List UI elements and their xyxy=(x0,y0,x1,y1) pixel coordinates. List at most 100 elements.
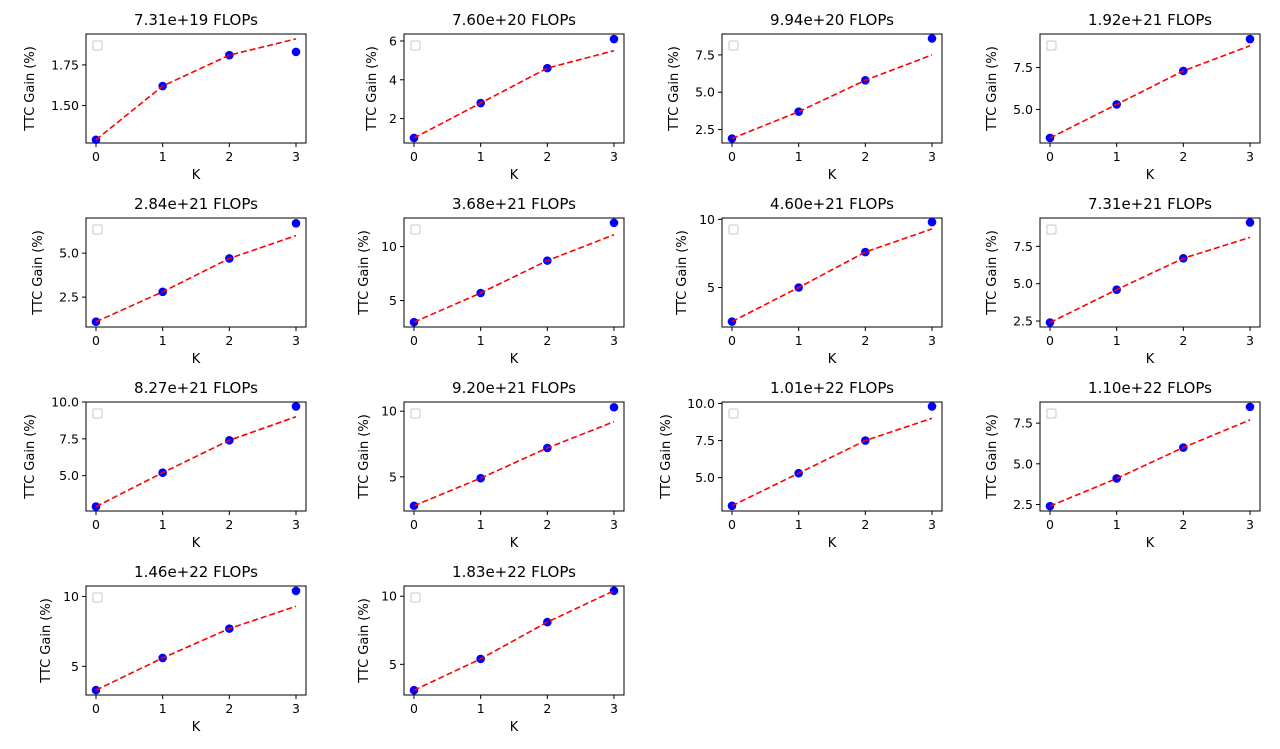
subplot-title: 7.31e+21 FLOPs xyxy=(1088,195,1212,213)
x-tick-label: 3 xyxy=(1246,149,1254,164)
x-tick-label: 0 xyxy=(1046,333,1054,348)
y-tick-label: 1.50 xyxy=(51,98,79,113)
legend-box xyxy=(728,408,739,419)
fit-line xyxy=(95,234,297,323)
fit-line xyxy=(731,54,933,140)
x-tick-label: 0 xyxy=(92,517,100,532)
subplot-title: 7.31e+19 FLOPs xyxy=(134,11,258,29)
x-axis-label: K xyxy=(1146,352,1155,367)
subplot-13: 1.46e+22 FLOPs 0 1 2 3 5 10 K TTC Gain (%) xyxy=(39,563,307,735)
y-axis-label: TTC Gain (%) xyxy=(985,414,1000,500)
legend-box xyxy=(92,224,103,235)
fit-line xyxy=(731,228,933,323)
data-point xyxy=(409,685,419,695)
x-tick-label: 0 xyxy=(410,333,418,348)
y-tick-label: 5.0 xyxy=(1013,456,1033,471)
x-tick-label: 0 xyxy=(92,701,100,716)
y-tick-label: 5.0 xyxy=(1013,276,1033,291)
legend-box xyxy=(728,224,739,235)
x-tick-label: 2 xyxy=(861,149,869,164)
x-tick-label: 2 xyxy=(225,517,233,532)
y-tick-label: 5 xyxy=(389,657,397,672)
y-tick-label: 10 xyxy=(699,212,715,227)
legend-box xyxy=(92,592,103,603)
x-tick-label: 3 xyxy=(610,333,618,348)
plot-frame xyxy=(85,217,307,328)
subplot-title: 9.20e+21 FLOPs xyxy=(452,379,576,397)
x-tick-label: 2 xyxy=(543,333,551,348)
x-tick-label: 0 xyxy=(92,333,100,348)
x-tick-label: 3 xyxy=(292,701,300,716)
data-point xyxy=(291,402,301,411)
data-point xyxy=(609,34,619,44)
y-tick-label: 10 xyxy=(63,589,79,604)
y-axis-label: TTC Gain (%) xyxy=(365,46,380,132)
subplot-title: 3.68e+21 FLOPs xyxy=(452,195,576,213)
fit-line xyxy=(413,233,615,323)
subplot-title: 1.83e+22 FLOPs xyxy=(452,563,576,581)
x-tick-label: 2 xyxy=(225,701,233,716)
x-tick-label: 1 xyxy=(1113,517,1121,532)
legend-box xyxy=(728,40,739,51)
x-tick-label: 0 xyxy=(1046,149,1054,164)
y-tick-label: 2.5 xyxy=(1013,314,1033,329)
x-tick-label: 1 xyxy=(795,517,803,532)
subplot-title: 9.94e+20 FLOPs xyxy=(770,11,894,29)
y-tick-label: 5.0 xyxy=(695,85,715,100)
data-point xyxy=(609,586,619,596)
x-tick-label: 3 xyxy=(1246,517,1254,532)
y-tick-label: 7.5 xyxy=(695,47,715,62)
y-tick-label: 7.5 xyxy=(59,431,79,446)
data-point xyxy=(1245,218,1255,227)
y-tick-label: 5 xyxy=(707,280,715,295)
x-tick-label: 3 xyxy=(610,517,618,532)
data-point xyxy=(727,134,737,143)
x-tick-label: 3 xyxy=(928,517,936,532)
x-tick-label: 2 xyxy=(1179,149,1187,164)
x-tick-label: 1 xyxy=(159,517,167,532)
plot-frame xyxy=(721,217,943,328)
y-tick-label: 10.0 xyxy=(687,396,715,411)
legend-box xyxy=(410,40,421,51)
x-tick-label: 2 xyxy=(543,149,551,164)
y-tick-label: 5.0 xyxy=(59,246,79,261)
subplot-3: 9.94e+20 FLOPs 0 1 2 3 2.5 5.0 7.5 K TTC Gain (%) xyxy=(667,11,943,183)
y-axis-label: TTC Gain (%) xyxy=(985,230,1000,316)
x-axis-label: K xyxy=(192,536,201,551)
y-axis-label: TTC Gain (%) xyxy=(23,46,38,132)
x-tick-label: 3 xyxy=(928,333,936,348)
legend-box xyxy=(1046,40,1057,51)
legend-box xyxy=(1046,224,1057,235)
x-axis-label: K xyxy=(828,536,837,551)
plot-frame xyxy=(721,33,943,144)
x-tick-label: 3 xyxy=(928,149,936,164)
subplot-title: 8.27e+21 FLOPs xyxy=(134,379,258,397)
fit-line xyxy=(413,590,615,691)
y-tick-label: 4 xyxy=(389,72,397,87)
data-point xyxy=(927,34,937,43)
legend-box xyxy=(92,408,103,419)
plot-frame xyxy=(85,585,307,696)
data-point xyxy=(927,217,937,227)
x-tick-label: 3 xyxy=(292,333,300,348)
x-axis-label: K xyxy=(510,168,519,183)
x-tick-label: 2 xyxy=(543,517,551,532)
x-tick-label: 1 xyxy=(1113,149,1121,164)
y-axis-label: TTC Gain (%) xyxy=(659,414,674,500)
x-tick-label: 1 xyxy=(477,149,485,164)
subplot-title: 4.60e+21 FLOPs xyxy=(770,195,894,213)
legend-box xyxy=(92,40,103,51)
subplot-title: 1.01e+22 FLOPs xyxy=(770,379,894,397)
x-axis-label: K xyxy=(192,168,201,183)
y-tick-label: 1.75 xyxy=(51,57,79,72)
x-tick-label: 1 xyxy=(795,149,803,164)
fit-line xyxy=(731,417,933,507)
subplot-8: 7.31e+21 FLOPs 0 1 2 3 2.5 5.0 7.5 K TTC Gain (%) xyxy=(985,195,1261,367)
x-tick-label: 1 xyxy=(159,701,167,716)
y-tick-label: 2.5 xyxy=(59,290,79,305)
data-point xyxy=(291,47,301,57)
data-point xyxy=(291,586,301,596)
x-tick-label: 0 xyxy=(728,517,736,532)
x-tick-label: 2 xyxy=(543,701,551,716)
